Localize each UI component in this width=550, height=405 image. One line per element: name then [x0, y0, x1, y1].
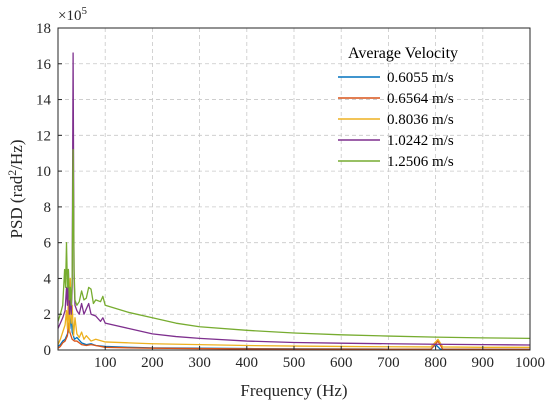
x-tick-label: 1000 — [515, 355, 545, 371]
y-tick-label: 14 — [36, 93, 52, 109]
y-tick-label: 18 — [36, 21, 51, 37]
x-axis-ticks: 100 200 300 400 500 600 700 800 900 1000 — [94, 346, 545, 371]
y-tick-label: 8 — [44, 200, 52, 216]
x-tick-label: 500 — [283, 355, 306, 371]
y-tick-label: 2 — [44, 307, 52, 323]
x-tick-label: 400 — [236, 355, 259, 371]
y-multiplier-exp: 5 — [81, 5, 87, 17]
series-layer — [57, 52, 531, 350]
legend-entry-1: 0.6055 m/s — [387, 70, 454, 86]
legend-entry-4: 1.0242 m/s — [387, 133, 454, 149]
x-tick-label: 900 — [472, 355, 495, 371]
y-tick-label: 16 — [36, 57, 52, 73]
legend-entry-2: 0.6564 m/s — [387, 91, 454, 107]
y-tick-label: 4 — [44, 271, 52, 287]
x-tick-label: 600 — [330, 355, 353, 371]
y-tick-label: 10 — [36, 164, 51, 180]
y-axis-label-main: PSD (rad — [7, 175, 26, 238]
x-tick-label: 300 — [188, 355, 211, 371]
legend-title: Average Velocity — [348, 45, 458, 62]
legend-entry-3: 0.8036 m/s — [387, 112, 454, 128]
x-tick-label: 100 — [94, 355, 117, 371]
x-tick-label: 800 — [424, 355, 447, 371]
legend: Average Velocity 0.6055 m/s 0.6564 m/s 0.8… — [338, 45, 458, 170]
y-tick-label: 6 — [44, 236, 52, 252]
x-axis-label: Frequency (Hz) — [240, 381, 347, 400]
y-axis-label-sup: 2 — [5, 170, 19, 176]
series-line-3 — [57, 277, 530, 348]
y-axis-label-tail: /Hz) — [7, 139, 26, 169]
x-tick-label: 200 — [141, 355, 164, 371]
grid — [58, 28, 531, 350]
y-axis-ticks: 0 2 4 6 8 10 12 14 16 18 — [36, 21, 62, 359]
y-tick-label: 12 — [36, 128, 51, 144]
y-multiplier: ×105 — [58, 5, 87, 24]
series-line-5 — [57, 148, 531, 340]
series-line-2 — [57, 322, 530, 350]
y-multiplier-base: ×10 — [58, 8, 81, 24]
legend-entry-5: 1.2506 m/s — [387, 154, 454, 170]
y-axis-label: PSD (rad2/Hz) — [5, 139, 26, 238]
y-tick-label: 0 — [44, 343, 52, 359]
x-tick-label: 700 — [377, 355, 400, 371]
